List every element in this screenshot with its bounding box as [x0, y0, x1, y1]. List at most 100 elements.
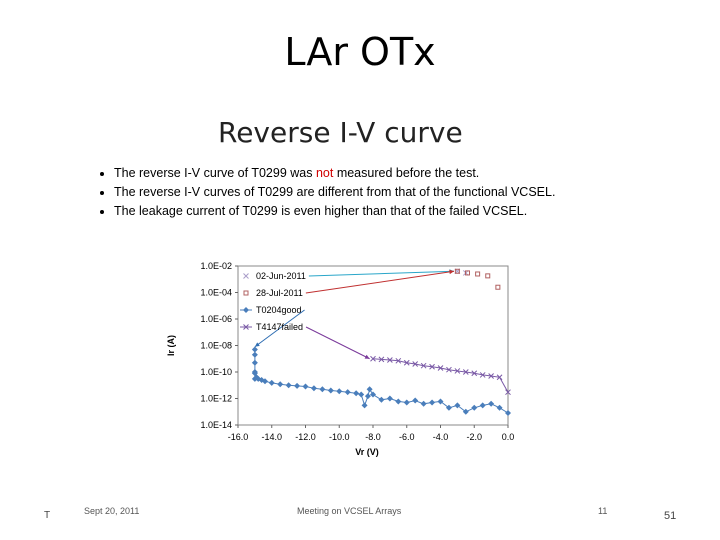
point-t0204good: [251, 351, 258, 358]
legend-marker-t4147failed: [243, 324, 249, 330]
point-t0204good: [294, 382, 301, 389]
legend-marker-28-jul-2011: [243, 290, 249, 296]
bullet-text: The leakage current of T0299 is even hig…: [114, 204, 528, 218]
point-t0204good: [251, 346, 258, 353]
point-t4147failed: [420, 362, 427, 369]
point-t0204good: [255, 375, 262, 382]
legend-marker-02-jun-2011: [243, 273, 249, 279]
point-t0204good: [364, 393, 371, 400]
point-t0204good: [378, 396, 385, 403]
x-tick-label: -2.0: [466, 432, 482, 442]
bullet-item: The reverse I-V curves of T0299 are diff…: [114, 183, 644, 202]
point-t0204good: [403, 399, 410, 406]
bullet-highlight: not: [315, 166, 334, 180]
y-tick-label: 1.0E-06: [200, 314, 232, 324]
point-t0204good: [310, 385, 317, 392]
point-t4147failed: [454, 368, 461, 374]
point-t0204good: [268, 379, 275, 386]
point-t4147failed: [412, 361, 419, 367]
annotation-arrow: [305, 270, 455, 294]
x-tick-label: -8.0: [365, 432, 381, 442]
point-t0204good: [319, 386, 326, 393]
point-t0204good: [327, 387, 334, 394]
bullet-text: The reverse I-V curve of T0299 was: [114, 166, 316, 180]
plot-area: [237, 265, 509, 426]
point-t0204good: [412, 397, 419, 404]
corner-mark: T: [44, 510, 51, 521]
footer-date: Sept 20, 2011: [84, 506, 140, 516]
point-t0204good: [488, 400, 495, 407]
point-t0204good: [262, 378, 268, 385]
y-tick-label: 1.0E-12: [200, 394, 232, 404]
embedded-slide-title: Reverse I-V curve: [218, 116, 463, 149]
bullet-text-tail: measured before the test.: [333, 166, 480, 180]
slide-title: LAr OTx: [284, 30, 436, 74]
point-t4147failed: [370, 355, 376, 362]
x-tick-label: -6.0: [399, 432, 415, 442]
point-t0204good: [358, 391, 365, 398]
point-t4147failed: [437, 365, 444, 371]
point-t0204good: [353, 390, 360, 397]
point-t0204good: [420, 400, 427, 407]
point-t0204good: [496, 404, 503, 411]
point-t0204good: [344, 389, 351, 396]
annotation-arrow: [305, 326, 370, 360]
y-tick-label: 1.0E-04: [200, 288, 232, 298]
point-28-jul-2011: [495, 284, 501, 290]
y-tick-label: 1.0E-08: [200, 341, 232, 351]
point-t0204good: [437, 398, 444, 405]
point-t4147failed: [471, 370, 478, 377]
y-axis-label: Ir (A): [166, 335, 176, 356]
point-t0204good: [336, 388, 343, 395]
point-t4147failed: [462, 369, 469, 375]
point-t4147failed: [505, 389, 511, 396]
point-t0204good: [505, 410, 511, 417]
point-t0204good: [361, 402, 368, 409]
point-28-jul-2011: [475, 271, 481, 277]
point-t0204good: [445, 404, 452, 411]
point-t0204good: [462, 408, 469, 415]
point-t0204good: [454, 402, 461, 409]
point-t0204good: [251, 359, 258, 366]
point-28-jul-2011: [465, 270, 470, 276]
x-tick-label: -12.0: [295, 432, 316, 442]
point-t0204good: [277, 381, 284, 388]
legend-label-t0204good: T0204good: [256, 305, 302, 315]
point-28-jul-2011: [454, 268, 460, 274]
x-tick-label: -14.0: [261, 432, 282, 442]
iv-curve-chart: 1.0E-02 1.0E-04 1.0E-06 1.0E-08 1.0E-10 1.0E-…: [166, 261, 514, 457]
point-t4147failed: [479, 372, 486, 378]
point-t0204good: [285, 382, 292, 389]
bullet-text: The reverse I-V curves of T0299 are diff…: [114, 185, 556, 199]
point-t4147failed: [395, 357, 402, 364]
x-tick-label: -4.0: [433, 432, 449, 442]
embedded-slide: Reverse I-V curve The reverse I-V curve …: [80, 106, 640, 526]
y-tick-label: 1.0E-14: [200, 420, 232, 430]
point-28-jul-2011: [485, 273, 491, 279]
bullet-item: The reverse I-V curve of T0299 was not m…: [114, 164, 644, 183]
point-t4147failed: [488, 373, 494, 379]
annotation-arrowhead: [449, 269, 454, 275]
annotation-arrow: [254, 309, 305, 348]
point-t4147failed: [387, 357, 393, 363]
point-t0204good: [395, 398, 402, 405]
footer-inner-page: 11: [598, 506, 608, 516]
y-tick-label: 1.0E-02: [200, 261, 232, 271]
bullet-list: The reverse I-V curve of T0299 was not m…: [94, 164, 644, 221]
point-t4147failed: [378, 356, 385, 363]
point-t0204good: [471, 404, 478, 411]
footer-meeting: Meeting on VCSEL Arrays: [297, 506, 402, 516]
annotation-arrowhead: [364, 354, 370, 359]
point-t4147failed: [446, 366, 452, 373]
x-tick-label: -16.0: [228, 432, 249, 442]
point-t0204good: [302, 383, 309, 390]
point-t0204good: [429, 399, 436, 406]
point-t4147failed: [429, 363, 435, 370]
legend-label-28-jul-2011: 28-Jul-2011: [256, 288, 303, 298]
annotation-arrow: [308, 270, 455, 277]
point-t0204good: [366, 386, 373, 393]
legend-label-t4147failed: T4147failed: [256, 322, 303, 332]
y-tick-label: 1.0E-10: [200, 367, 232, 377]
point-t4147failed: [496, 374, 503, 381]
point-t0204good: [370, 391, 376, 398]
